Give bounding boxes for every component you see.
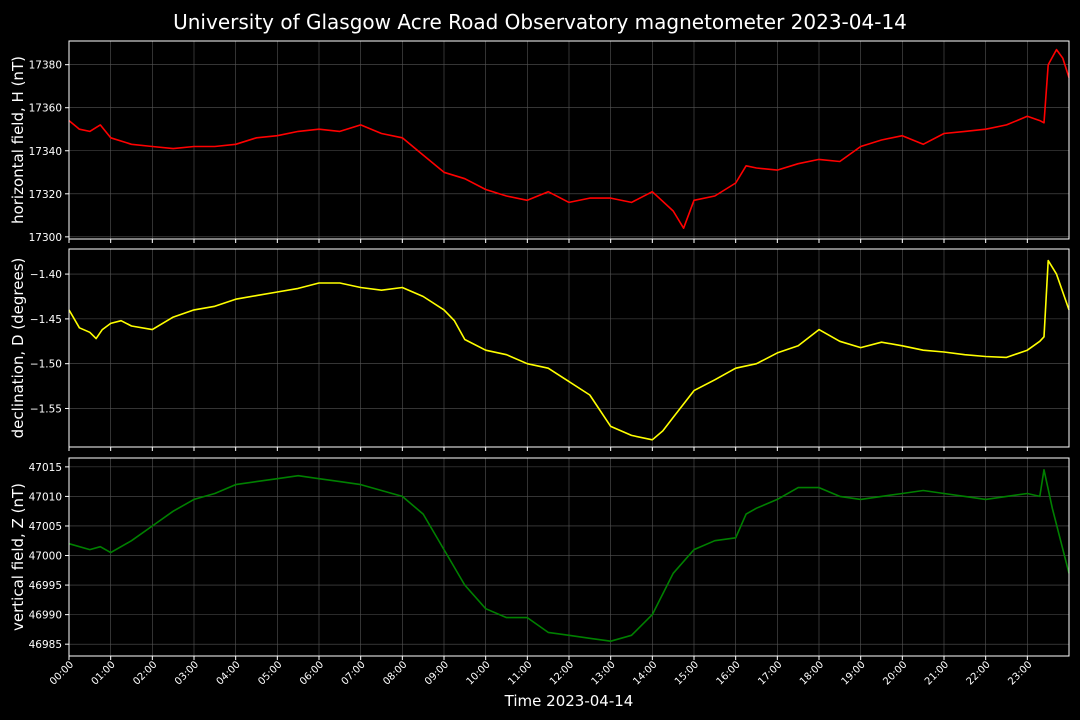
y-tick-label-h: 17340 — [29, 146, 62, 158]
y-tick-label-h: 17360 — [29, 103, 62, 115]
z-series-line — [68, 469, 1070, 642]
y-tick-label-z: 46995 — [29, 580, 62, 592]
y-axis-label-h: horizontal field, H (nT) — [9, 56, 27, 224]
y-axis-label-d: declination, D (degrees) — [9, 258, 27, 439]
panel-vertical-field: 46985 46990 46995 47000 47005 47010 47015verti… — [9, 457, 1070, 660]
y-tick-label-d: −1.40 — [30, 269, 62, 281]
y-tick-label-d: −1.50 — [30, 359, 62, 371]
y-axis-label-z: vertical field, Z (nT) — [9, 483, 27, 631]
x-axis-label: Time 2023-04-14 — [504, 692, 634, 710]
y-tick-label-h: 17320 — [29, 189, 62, 201]
y-tick-label-d: −1.45 — [30, 314, 62, 326]
y-tick-label-z: 47010 — [29, 491, 62, 503]
y-tick-label-d: −1.55 — [30, 403, 62, 415]
d-series-line — [68, 259, 1070, 441]
chart-title: University of Glasgow Acre Road Observat… — [173, 10, 907, 34]
y-tick-label-z: 47015 — [29, 462, 62, 474]
y-tick-label-z: 46990 — [29, 610, 62, 622]
h-series-line — [68, 48, 1070, 229]
y-tick-label-h: 17380 — [29, 60, 62, 72]
y-tick-label-z: 47000 — [29, 551, 62, 563]
y-tick-label-h: 17300 — [29, 232, 62, 244]
y-tick-label-z: 46985 — [29, 639, 62, 651]
y-tick-label-z: 47005 — [29, 521, 62, 533]
